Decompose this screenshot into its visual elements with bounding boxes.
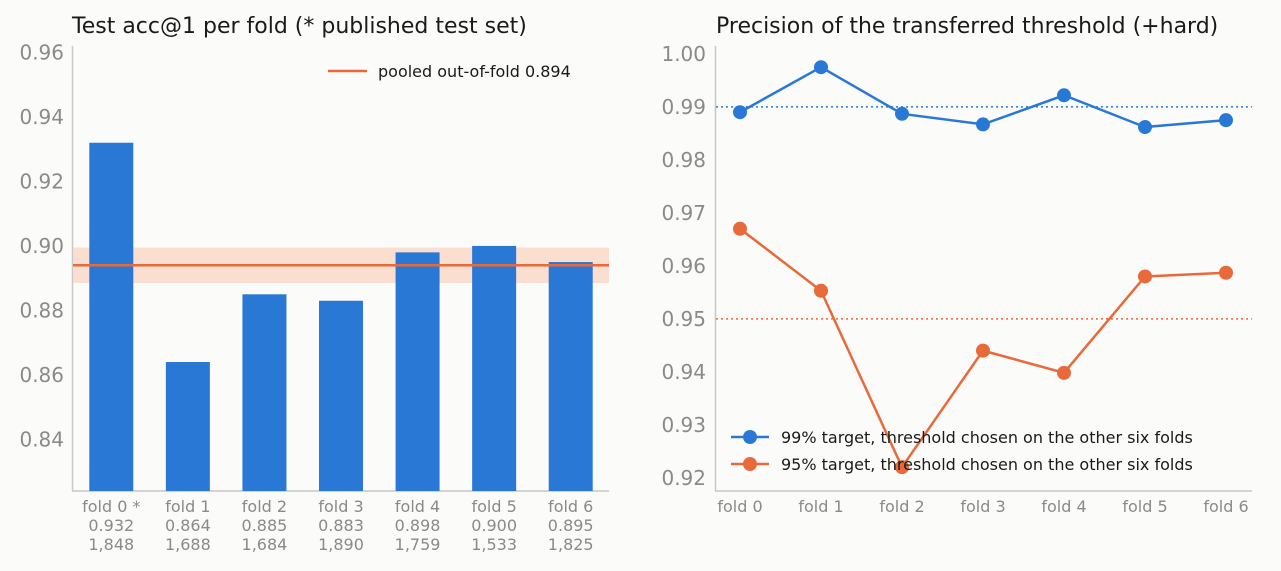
point-99-fold-5	[1138, 120, 1152, 135]
left-x-value-label: 0.932	[88, 516, 134, 535]
right-x-tick-label: fold 0	[717, 497, 762, 516]
point-99-fold-1	[814, 60, 828, 75]
right-y-tick-label: 0.97	[661, 201, 706, 225]
left-legend: pooled out-of-fold 0.894	[328, 62, 571, 81]
right-x-tick-label: fold 6	[1203, 497, 1248, 516]
left-y-tick-label: 0.84	[19, 427, 64, 451]
left-y-tick-label: 0.94	[19, 105, 64, 129]
left-x-value-label: 0.864	[165, 516, 211, 535]
bar-fold-0	[89, 142, 134, 491]
right-chart-title: Precision of the transferred threshold (…	[716, 14, 1218, 39]
left-y-tick-label: 0.86	[19, 363, 64, 387]
left-x-value-label: 0.900	[471, 516, 517, 535]
left-x-count-label: 1,684	[242, 535, 288, 554]
right-legend: 99% target, threshold chosen on the othe…	[731, 428, 1193, 474]
legend-label-pooled: pooled out-of-fold 0.894	[378, 62, 571, 81]
right-x-tick-label: fold 4	[1041, 497, 1086, 516]
point-95-fold-5	[1138, 269, 1152, 284]
right-y-tick-label: 0.93	[661, 413, 706, 437]
bar-fold-5	[472, 245, 517, 491]
right-y-tick-label: 0.92	[661, 466, 706, 490]
left-x-tick-label: fold 4	[395, 497, 440, 516]
left-x-count-label: 1,759	[395, 535, 441, 554]
point-99-fold-4	[1057, 88, 1071, 103]
bar-fold-4	[395, 252, 440, 491]
point-95-fold-1	[814, 283, 828, 298]
right-y-tick-label: 1.00	[661, 42, 706, 66]
left-x-count-label: 1,533	[471, 535, 517, 554]
right-x-tick-label: fold 3	[960, 497, 1005, 516]
left-chart: Test acc@1 per fold (* published test se…	[19, 14, 609, 554]
right-x-tick-label: fold 5	[1122, 497, 1167, 516]
point-95-fold-4	[1057, 365, 1071, 380]
point-95-fold-2	[895, 460, 909, 475]
left-x-tick-label: fold 1	[165, 497, 210, 516]
bar-fold-6	[548, 262, 593, 491]
right-chart: Precision of the transferred threshold (…	[661, 14, 1252, 516]
legend-label-95: 95% target, threshold chosen on the othe…	[781, 455, 1193, 474]
legend-marker-99	[743, 430, 757, 444]
point-99-fold-6	[1219, 113, 1233, 128]
left-y-tick-label: 0.96	[19, 40, 64, 64]
left-x-tick-label: fold 0 *	[82, 497, 140, 516]
left-x-value-label: 0.895	[548, 516, 594, 535]
right-y-tick-label: 0.95	[661, 307, 706, 331]
left-chart-title: Test acc@1 per fold (* published test se…	[71, 14, 527, 39]
point-99-fold-0	[733, 105, 747, 120]
right-x-tick-label: fold 2	[879, 497, 924, 516]
point-95-fold-6	[1219, 265, 1233, 280]
bar-fold-3	[319, 300, 363, 491]
left-x-count-label: 1,825	[548, 535, 594, 554]
right-y-tick-label: 0.94	[661, 360, 706, 384]
left-x-count-label: 1,688	[165, 535, 211, 554]
left-y-tick-label: 0.88	[19, 298, 64, 322]
left-x-value-label: 0.898	[395, 516, 441, 535]
left-x-value-label: 0.883	[318, 516, 364, 535]
right-x-tick-label: fold 1	[798, 497, 843, 516]
left-x-count-label: 1,890	[318, 535, 364, 554]
point-99-fold-2	[895, 106, 909, 121]
right-y-tick-label: 0.99	[661, 95, 706, 119]
point-95-fold-0	[733, 221, 747, 236]
left-y-tick-label: 0.90	[19, 234, 64, 258]
left-x-tick-label: fold 2	[242, 497, 287, 516]
point-99-fold-3	[976, 117, 990, 132]
right-y-tick-label: 0.96	[661, 254, 706, 278]
legend-marker-95	[743, 457, 757, 471]
left-y-tick-label: 0.92	[19, 169, 64, 193]
bar-fold-2	[242, 294, 287, 491]
left-x-count-label: 1,848	[88, 535, 134, 554]
left-x-tick-label: fold 3	[318, 497, 363, 516]
right-y-tick-label: 0.98	[661, 148, 706, 172]
left-x-value-label: 0.885	[242, 516, 288, 535]
point-95-fold-3	[976, 343, 990, 358]
legend-label-99: 99% target, threshold chosen on the othe…	[781, 428, 1193, 447]
left-x-tick-label: fold 6	[548, 497, 593, 516]
left-x-tick-label: fold 5	[471, 497, 516, 516]
bar-fold-1	[165, 362, 210, 491]
